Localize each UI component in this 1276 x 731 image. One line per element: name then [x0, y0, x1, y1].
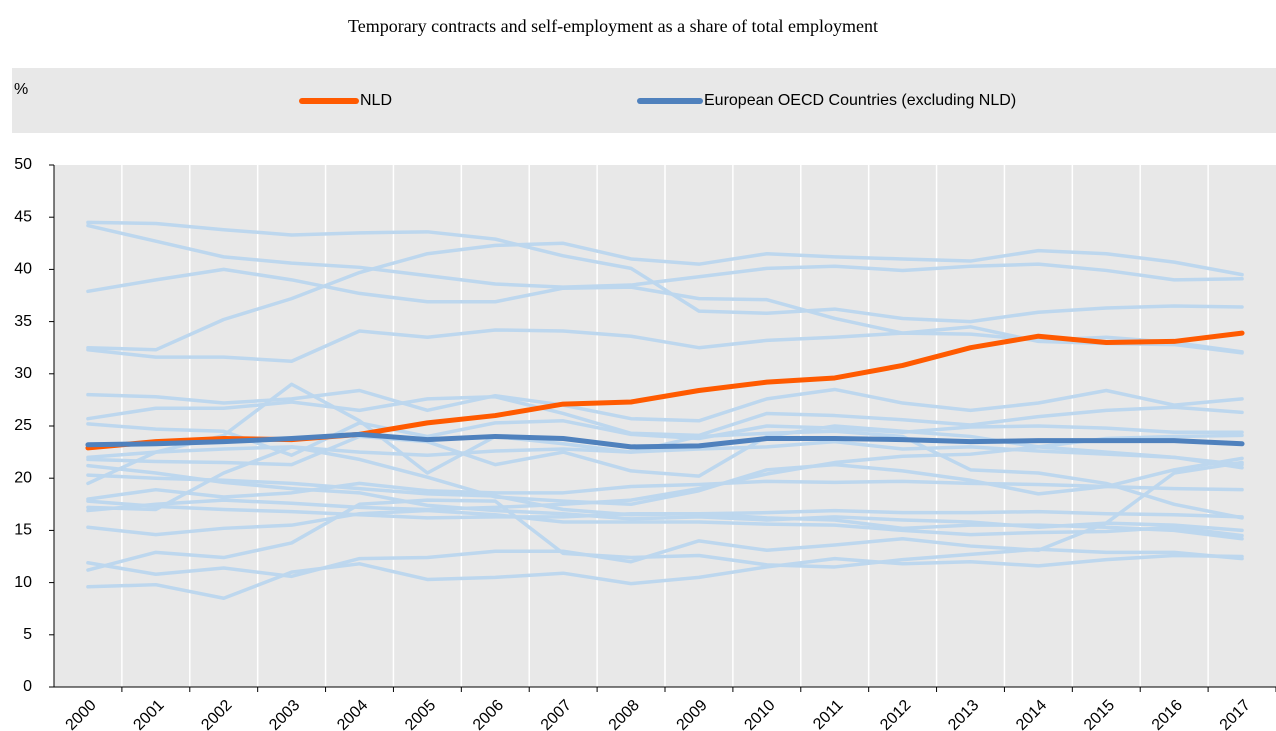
x-tick-label: 2017 [1217, 697, 1254, 731]
country-line [86, 395, 1244, 438]
y-tick-label: 40 [14, 261, 32, 278]
series-line [85, 431, 1245, 450]
country-line [86, 479, 1244, 501]
x-tick-label: 2005 [402, 697, 439, 731]
y-tick-label: 10 [14, 574, 32, 591]
y-tick-label: 15 [14, 522, 32, 539]
y-tick-label: 30 [14, 365, 32, 382]
x-tick-label: 2006 [470, 697, 507, 731]
country-line [86, 439, 1244, 470]
country-line [86, 498, 1244, 572]
country-line [86, 220, 1244, 324]
country-line [86, 445, 1244, 512]
y-tick-label: 35 [14, 313, 32, 330]
x-tick-label: 2002 [198, 697, 235, 731]
chart-title: Temporary contracts and self-employment … [348, 16, 878, 36]
country-line [86, 241, 1244, 352]
country-line [86, 473, 1244, 541]
legend-label: NLD [360, 92, 392, 109]
x-tick-label: 2010 [741, 697, 778, 731]
x-tick-label: 2007 [538, 697, 575, 731]
x-tick-label: 2009 [674, 697, 711, 731]
country-line [86, 433, 1244, 513]
x-tick-label: 2014 [1013, 697, 1050, 731]
y-tick-label: 25 [14, 417, 32, 434]
x-tick-label: 2012 [877, 697, 914, 731]
x-tick-label: 2011 [810, 697, 846, 731]
y-tick-label: 45 [14, 208, 32, 225]
legend-label: European OECD Countries (excluding NLD) [704, 92, 1016, 109]
y-tick-label: 50 [14, 156, 32, 173]
y-tick-label: 5 [23, 626, 32, 643]
x-tick-label: 2008 [606, 697, 643, 731]
country-line [86, 267, 1244, 355]
x-tick-label: 2015 [1081, 697, 1118, 731]
x-tick-label: 2003 [266, 697, 303, 731]
country-line [86, 508, 1244, 538]
country-line [86, 424, 1244, 478]
country-line [86, 553, 1244, 601]
x-tick-label: 2001 [130, 697, 167, 731]
country-line [86, 223, 1244, 289]
country-line [86, 387, 1244, 423]
y-axis-label: % [14, 81, 28, 98]
y-tick-label: 20 [14, 469, 32, 486]
country-line [86, 328, 1244, 364]
x-tick-label: 2013 [945, 697, 982, 731]
y-tick-label: 0 [23, 678, 32, 695]
x-tick-label: 2016 [1149, 697, 1186, 731]
x-tick-label: 2000 [63, 697, 100, 731]
x-tick-label: 2004 [334, 697, 371, 731]
